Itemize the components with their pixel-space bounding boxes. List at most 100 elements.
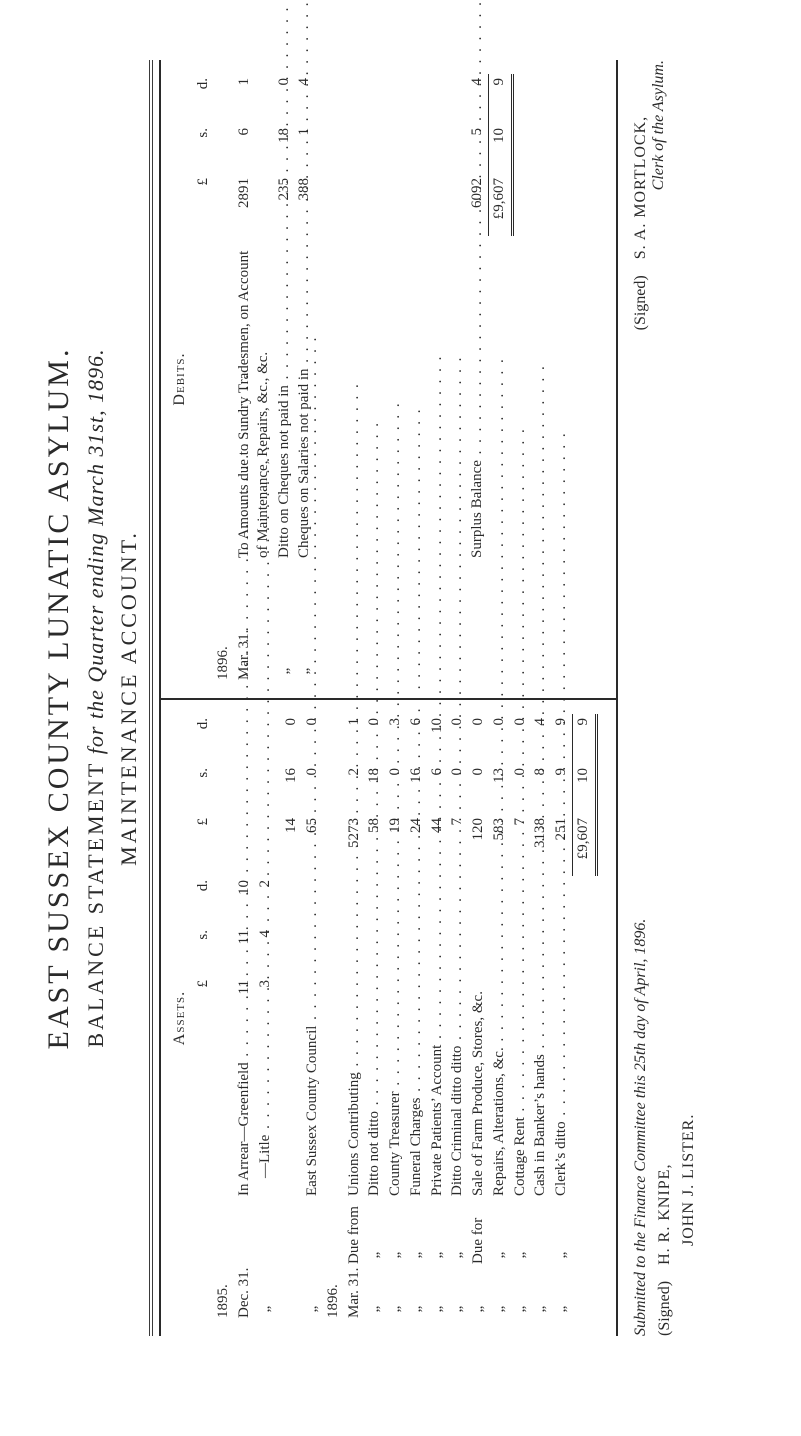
sig-right-name: S. A. MORTLOCK, — [632, 116, 649, 259]
sig-name-2: JOHN J. LISTER. — [680, 1114, 697, 1246]
table-row: 1896. — [323, 714, 344, 1322]
duefor-0-d: 0 — [468, 714, 489, 764]
table-row: „ „ Clerk’s ditto 251 9 9 — [551, 714, 572, 1322]
sub1-L: 14 — [281, 814, 302, 876]
signature-right: (Signed) S. A. MORTLOCK, Clerk of the As… — [632, 60, 668, 330]
duefor-0-s: 0 — [468, 764, 489, 814]
ditto-icon: „ — [552, 1300, 571, 1318]
submitted-line: Submitted to the Finance Committee this … — [632, 919, 650, 1336]
assets-total-d: 9 — [572, 714, 596, 764]
debit-year: 1896. — [213, 630, 234, 684]
lsd-s: s. — [193, 764, 214, 814]
ditto-icon: „ — [469, 1300, 488, 1318]
lsd-d: d. — [193, 714, 214, 764]
ditto-icon: „ — [490, 1300, 509, 1318]
title-subtitle: BALANCE STATEMENT for the Quarter ending… — [82, 60, 110, 1336]
date-dec31: Dec. 31. — [234, 1268, 255, 1322]
ditto-icon: „ — [275, 662, 294, 680]
title-sub-prefix: BALANCE STATEMENT — [83, 761, 108, 1048]
table-row: „ „ Ditto not ditto 58 18 0 — [364, 714, 385, 1322]
year-1896: 1896. — [323, 1268, 344, 1322]
ditto-icon: „ — [407, 1246, 426, 1264]
lsd-L: £ — [193, 814, 214, 876]
ditto-icon: „ — [531, 1300, 550, 1318]
duefor-label: Due for — [468, 1200, 489, 1268]
ditto-icon: „ — [365, 1300, 384, 1318]
signed-label: (Signed) — [656, 1281, 673, 1336]
debit-0-s: 6 — [234, 124, 274, 174]
ditto-icon: „ — [295, 662, 314, 680]
table-row: „ East Sussex County Council 65 0 0 — [302, 714, 323, 1322]
debit-date: Mar. 31. — [234, 630, 274, 684]
table-row: „ —Litle 3 4 2 — [255, 714, 282, 1322]
assets-heading: Assets. — [171, 714, 189, 1322]
table-row: 1895. — [213, 714, 234, 1322]
table-row: Surplus Balance 6092 5 4 — [467, 74, 488, 684]
title-sub-italic: for the Quarter ending March 31st, 1896. — [83, 348, 108, 760]
ditto-icon: „ — [386, 1300, 405, 1318]
table-row: „ Due for Sale of Farm Produce, Stores, … — [468, 714, 489, 1322]
duefor-0-desc: Sale of Farm Produce, Stores, &c. — [470, 991, 486, 1196]
table-row: Mar. 31. Due from Unions Contributing 52… — [344, 714, 365, 1322]
table-row: „ Cash in Banker’s hands 3138 8 4 — [530, 714, 551, 1322]
sig-right-role: Clerk of the Asylum. — [650, 60, 668, 330]
lsd-L: £ — [193, 174, 214, 236]
page-rotated-container: EAST SUSSEX COUNTY LUNATIC ASYLUM. BALAN… — [0, 0, 801, 1436]
year-1895: 1895. — [213, 1268, 234, 1322]
lsd-s: s. — [193, 124, 214, 174]
lsd-d-sub: d. — [193, 876, 214, 926]
ditto-icon: „ — [407, 1300, 426, 1318]
debits-column: Debits. £ s. d. 1896. Mar. 31. To Amount… — [161, 60, 616, 698]
ditto-icon: „ — [428, 1300, 447, 1318]
debit-0-L: 2891 — [234, 174, 274, 236]
table-row: 14 16 0 — [281, 714, 302, 1322]
debits-table: £ s. d. 1896. Mar. 31. To Amounts due to… — [193, 74, 514, 684]
assets-lsd-header: £ s. d. £ s. d. — [193, 714, 214, 1322]
signature-block: Submitted to the Finance Committee this … — [632, 60, 698, 1336]
sub1-d: 0 — [281, 714, 302, 764]
lsd-d: d. — [193, 74, 214, 124]
table-row: „ „ Private Patients’ Account 44 6 10 — [427, 714, 448, 1322]
title-block: EAST SUSSEX COUNTY LUNATIC ASYLUM. BALAN… — [40, 60, 143, 1336]
assets-column: Assets. £ s. d. £ s. d. 1895. — [161, 698, 616, 1336]
signature-left: Submitted to the Finance Committee this … — [632, 919, 698, 1336]
rule-top-2 — [152, 60, 153, 1336]
table-row: „ „ Repairs, Alterations, &c. 583 13 0 — [489, 714, 510, 1322]
table-row: Dec. 31. In Arrear—Greenfield 11 11 10 — [234, 714, 255, 1322]
ditto-icon: „ — [256, 1300, 275, 1318]
debit-0-d: 1 — [234, 74, 274, 124]
title-maintenance: MAINTENANCE ACCOUNT. — [115, 60, 143, 1336]
duefrom-label: Due from — [344, 1200, 365, 1268]
table-row: „ „ Funeral Charges 24 16 6 — [406, 714, 427, 1322]
debits-heading: Debits. — [171, 74, 189, 684]
table-row: „ Cheques on Salaries not paid in 388 1 … — [294, 74, 315, 684]
ditto-icon: „ — [303, 1300, 322, 1318]
table-row: „ Ditto on Cheques not paid in 235 18 0 — [274, 74, 295, 684]
table-row: „ „ Ditto Criminal ditto ditto 7 0 0 — [447, 714, 468, 1322]
lsd-L-sub: £ — [193, 976, 214, 1038]
debits-total-s: 10 — [488, 124, 512, 174]
assets-total-L: £9,607 — [572, 814, 596, 876]
ditto-icon: „ — [365, 1246, 384, 1264]
ditto-icon: „ — [552, 1246, 571, 1264]
sub1-s: 16 — [281, 764, 302, 814]
ledger: Assets. £ s. d. £ s. d. 1895. — [159, 60, 618, 1336]
date-mar31: Mar. 31. — [344, 1268, 365, 1322]
debits-total-L: £9,607 — [488, 174, 512, 236]
ditto-icon: „ — [448, 1300, 467, 1318]
ditto-icon: „ — [448, 1246, 467, 1264]
sig-name-1: H. R. KNIPE, — [656, 1164, 673, 1265]
ditto-icon: „ — [511, 1246, 530, 1264]
duefor-0-L: 120 — [468, 814, 489, 876]
lsd-s-sub: s. — [193, 926, 214, 976]
table-row: „ „ Cottage Rent 7 0 0 — [510, 714, 531, 1322]
ditto-icon: „ — [490, 1246, 509, 1264]
ditto-icon: „ — [428, 1246, 447, 1264]
assets-total-s: 10 — [572, 764, 596, 814]
table-row: 1896. — [213, 74, 234, 684]
table-row: Mar. 31. To Amounts due to Sundry Trades… — [234, 74, 274, 684]
assets-total-row: £9,607 10 9 — [572, 714, 596, 1322]
title-main: EAST SUSSEX COUNTY LUNATIC ASYLUM. — [40, 60, 78, 1336]
ditto-icon: „ — [386, 1246, 405, 1264]
debits-total-row: £9,607 10 9 — [488, 74, 512, 684]
